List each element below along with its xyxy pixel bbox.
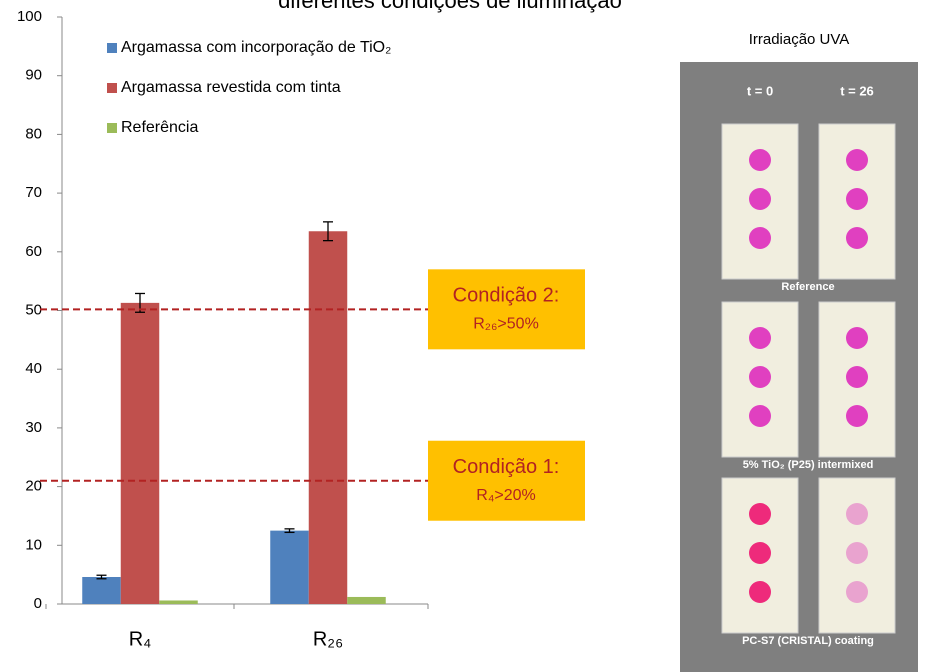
sample-dot [846, 581, 868, 603]
sample-dot [846, 405, 868, 427]
condition-title: Condição 1: [453, 456, 560, 478]
x-tick-label: R₂₆ [313, 628, 343, 650]
legend-label: Referência [121, 119, 198, 136]
y-tick-label: 30 [25, 419, 42, 436]
photo-row-label: 5% TiO₂ (P25) intermixed [743, 459, 874, 471]
legend-swatch [107, 43, 117, 53]
sample-dot [846, 503, 868, 525]
legend-label: Argamassa revestida com tinta [121, 79, 341, 96]
legend-swatch [107, 83, 117, 93]
sample-dot [846, 149, 868, 171]
bar [347, 597, 386, 604]
sample-dot [749, 581, 771, 603]
condition-text: R₄>20% [476, 487, 535, 504]
condition-title: Condição 2: [453, 285, 560, 307]
sample-dot [749, 366, 771, 388]
y-tick-label: 40 [25, 360, 42, 377]
y-tick-label: 90 [25, 67, 42, 84]
chart-title: diferentes condições de iluminação [278, 0, 622, 13]
bar [270, 531, 309, 604]
sample-dot [749, 327, 771, 349]
condition-box [428, 441, 585, 521]
photo-column-label: t = 26 [840, 83, 874, 98]
sample-dot [749, 542, 771, 564]
sample-dot [749, 405, 771, 427]
sample-dot [846, 366, 868, 388]
sample-dot [749, 188, 771, 210]
sample-dot [846, 188, 868, 210]
sample-dot [749, 227, 771, 249]
x-tick-label: R₄ [129, 628, 152, 650]
legend-label: Argamassa com incorporação de TiO₂ [121, 39, 391, 56]
bar [82, 577, 121, 604]
y-tick-label: 0 [34, 595, 42, 612]
photo-row-label: Reference [781, 281, 834, 293]
bar [121, 303, 160, 604]
y-tick-label: 100 [17, 8, 42, 25]
y-tick-label: 60 [25, 243, 42, 260]
sample-dot [749, 503, 771, 525]
y-tick-label: 20 [25, 478, 42, 495]
condition-text: R₂₆>50% [473, 316, 539, 333]
sample-dot [846, 542, 868, 564]
y-tick-label: 70 [25, 184, 42, 201]
sample-dot [749, 149, 771, 171]
condition-box [428, 269, 585, 349]
page: diferentes condições de iluminação Irrad… [0, 0, 926, 672]
y-tick-label: 10 [25, 536, 42, 553]
y-tick-label: 50 [25, 301, 42, 318]
photo-title: Irradiação UVA [749, 31, 850, 48]
bar [159, 600, 198, 604]
y-tick-label: 80 [25, 125, 42, 142]
legend-swatch [107, 123, 117, 133]
bar [309, 231, 348, 604]
photo-row-label: PC-S7 (CRISTAL) coating [742, 635, 874, 647]
sample-dot [846, 227, 868, 249]
photo-column-label: t = 0 [747, 83, 773, 98]
sample-dot [846, 327, 868, 349]
